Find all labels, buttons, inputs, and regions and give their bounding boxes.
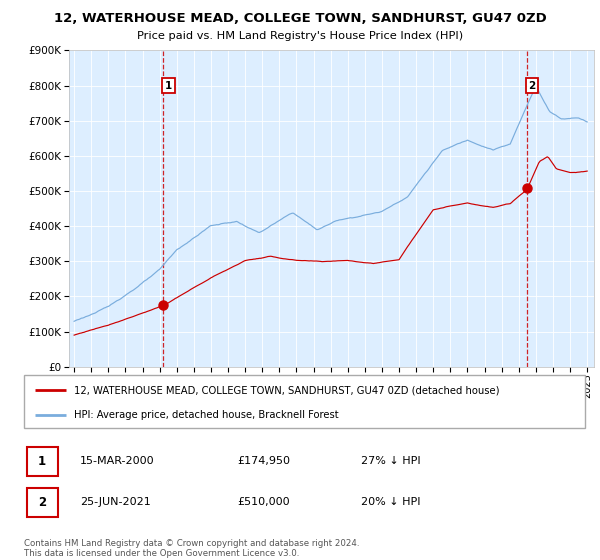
FancyBboxPatch shape <box>24 375 585 428</box>
Text: 27% ↓ HPI: 27% ↓ HPI <box>361 456 420 466</box>
Text: Price paid vs. HM Land Registry's House Price Index (HPI): Price paid vs. HM Land Registry's House … <box>137 31 463 41</box>
Text: 2: 2 <box>529 81 536 91</box>
Text: HPI: Average price, detached house, Bracknell Forest: HPI: Average price, detached house, Brac… <box>74 410 339 420</box>
Text: 12, WATERHOUSE MEAD, COLLEGE TOWN, SANDHURST, GU47 0ZD: 12, WATERHOUSE MEAD, COLLEGE TOWN, SANDH… <box>53 12 547 25</box>
Text: 1: 1 <box>165 81 172 91</box>
Text: £510,000: £510,000 <box>237 497 290 507</box>
Text: 2: 2 <box>38 496 46 509</box>
Text: 20% ↓ HPI: 20% ↓ HPI <box>361 497 420 507</box>
Text: 15-MAR-2000: 15-MAR-2000 <box>80 456 155 466</box>
Text: 12, WATERHOUSE MEAD, COLLEGE TOWN, SANDHURST, GU47 0ZD (detached house): 12, WATERHOUSE MEAD, COLLEGE TOWN, SANDH… <box>74 385 500 395</box>
Text: 1: 1 <box>38 455 46 468</box>
Text: £174,950: £174,950 <box>237 456 290 466</box>
Text: Contains HM Land Registry data © Crown copyright and database right 2024.
This d: Contains HM Land Registry data © Crown c… <box>24 539 359 558</box>
Text: 25-JUN-2021: 25-JUN-2021 <box>80 497 151 507</box>
FancyBboxPatch shape <box>27 447 58 476</box>
FancyBboxPatch shape <box>27 488 58 517</box>
